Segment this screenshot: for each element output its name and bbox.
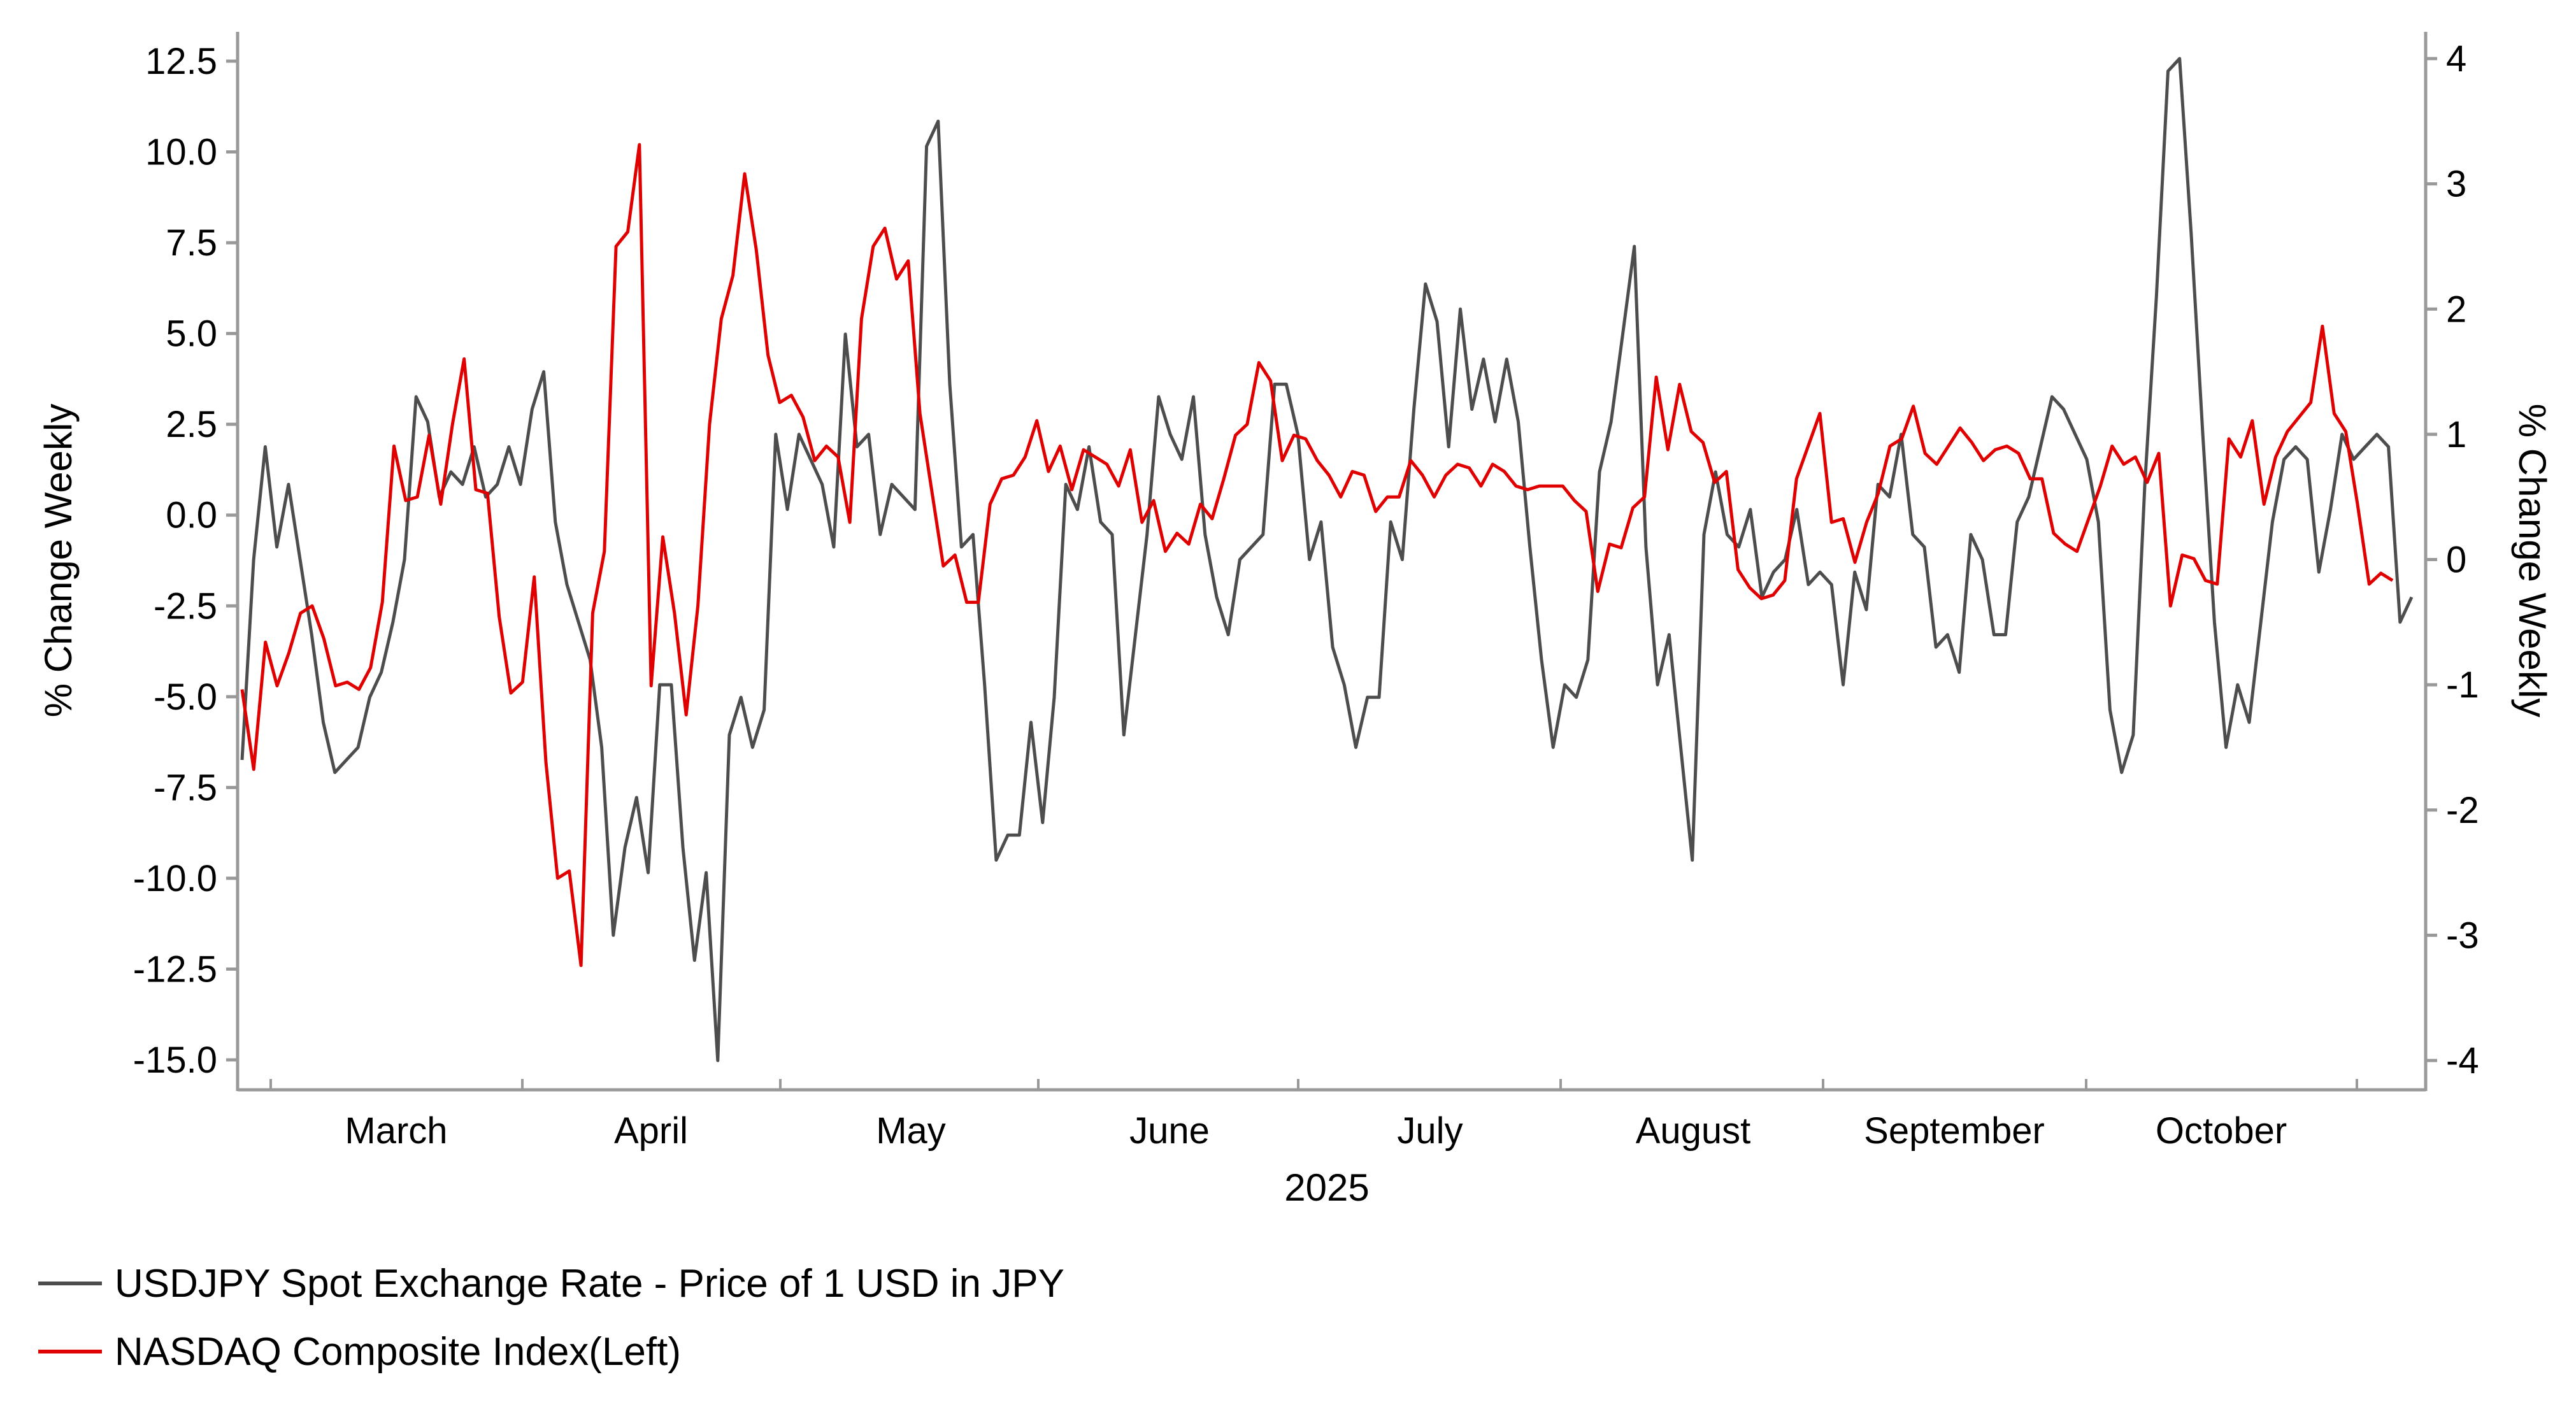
left-tick-label: -15.0: [133, 1039, 217, 1081]
right-tick-label: 0: [2446, 539, 2466, 581]
legend-label-usdjpy: USDJPY Spot Exchange Rate - Price of 1 U…: [115, 1262, 1064, 1306]
month-label-october: October: [2156, 1110, 2287, 1152]
month-label-august: August: [1636, 1110, 1751, 1152]
left-tick-label: 5.0: [166, 313, 217, 355]
left-ticks: 12.5 10.0 7.5 5.0 2.5 0.0 -2.5 -5.0 -7.5 -10.0 -12…: [133, 41, 238, 1081]
series-lines: [240, 57, 2414, 1062]
month-label-may: May: [876, 1110, 946, 1152]
right-tick-label: 1: [2446, 414, 2466, 455]
month-label-september: September: [1864, 1110, 2045, 1152]
left-tick-label: 10.0: [145, 132, 217, 173]
left-tick-label: 0.0: [166, 495, 217, 536]
right-tick-label: 2: [2446, 289, 2466, 330]
legend: USDJPY Spot Exchange Rate - Price of 1 U…: [38, 1262, 1064, 1374]
legend-label-nasdaq: NASDAQ Composite Index(Left): [115, 1330, 681, 1374]
series-line-usdjpy: [240, 57, 2414, 1062]
month-label-april: April: [614, 1110, 688, 1152]
right-tick-label: 4: [2446, 38, 2466, 80]
month-label-july: July: [1397, 1110, 1463, 1152]
left-tick-label: -12.5: [133, 948, 217, 990]
right-tick-label: -1: [2446, 664, 2479, 706]
right-tick-label: 3: [2446, 164, 2466, 205]
left-tick-label: 12.5: [145, 41, 217, 82]
right-ticks: 4 3 2 1 0 -1 -2 -3 -4: [2426, 38, 2479, 1082]
left-tick-label: 2.5: [166, 404, 217, 445]
right-tick-label: -4: [2446, 1040, 2479, 1082]
right-axis-title: % Change Weekly: [2511, 404, 2554, 717]
x-group-label: 2025: [1284, 1166, 1369, 1209]
left-tick-label: 7.5: [166, 222, 217, 264]
right-tick-label: -3: [2446, 915, 2479, 956]
month-label-march: March: [345, 1110, 447, 1152]
left-tick-label: -10.0: [133, 858, 217, 899]
left-tick-label: -7.5: [154, 767, 217, 808]
month-labels: March April May June July August September Octo…: [345, 1110, 2287, 1152]
month-label-june: June: [1129, 1110, 1210, 1152]
left-tick-label: -5.0: [154, 676, 217, 718]
left-axis-title: % Change Weekly: [37, 404, 80, 717]
right-tick-label: -2: [2446, 790, 2479, 831]
x-ticks: [269, 1079, 2358, 1090]
series-line-nasdaq: [240, 143, 2394, 968]
left-tick-label: -2.5: [154, 585, 217, 627]
axes: [236, 32, 2428, 1092]
